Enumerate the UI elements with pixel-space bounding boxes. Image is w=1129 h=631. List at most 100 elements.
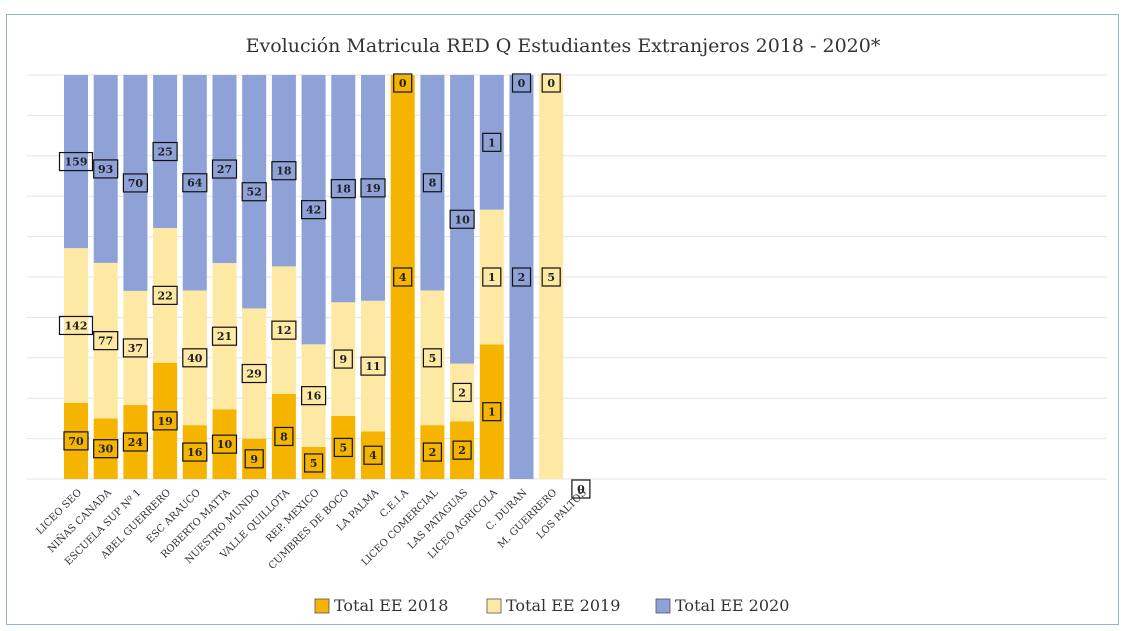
- legend-swatch: [655, 598, 671, 614]
- value-label-text: 77: [98, 335, 113, 348]
- value-label-text: 19: [365, 182, 380, 195]
- value-label-box: [452, 382, 472, 403]
- value-label-box: [152, 411, 178, 431]
- value-label-box: [541, 267, 561, 287]
- chart-frame: Evolución Matricula RED Q Estudiantes Ex…: [6, 14, 1119, 625]
- value-label-box: [211, 159, 238, 179]
- value-label-text: 27: [217, 163, 232, 176]
- value-label: 19: [360, 178, 386, 198]
- value-label-text: 42: [306, 204, 321, 217]
- bar-liceo-agricola-3: [479, 75, 504, 210]
- legend-label: Total EE 2018: [334, 596, 448, 615]
- value-label: 9: [244, 449, 264, 469]
- legend: Total EE 2018 Total EE 2019 Total EE 2020: [314, 596, 789, 615]
- value-label-text: 0: [577, 483, 585, 496]
- bar-liceo-seo-3: [64, 75, 88, 249]
- value-label-text: 1: [488, 406, 496, 419]
- value-label-text: 52: [247, 186, 262, 199]
- bar-cumbres-de-boco-1: [331, 415, 356, 479]
- bar-abel-guerrero-2: [153, 228, 178, 363]
- bar-las-pataguas-1: [450, 421, 475, 479]
- value-label: 159: [58, 151, 94, 172]
- value-label: 70: [63, 431, 89, 451]
- bar-cumbres-de-boco-3: [331, 75, 356, 303]
- value-label-text: 16: [306, 390, 322, 403]
- value-label: 18: [271, 161, 297, 181]
- value-label-box: [360, 178, 386, 198]
- value-label-box: [333, 437, 353, 458]
- value-label: 0: [393, 73, 413, 93]
- bars: [64, 75, 564, 479]
- value-label: 2: [422, 442, 442, 462]
- value-label: 1: [482, 267, 502, 287]
- bar-roberto-matta-1: [212, 409, 237, 479]
- category-label: REP. MEXICO: [264, 487, 322, 545]
- value-label: 5: [304, 453, 324, 473]
- value-label-box: [182, 442, 208, 462]
- chart-title: Evolución Matricula RED Q Estudiantes Ex…: [246, 35, 881, 57]
- value-label: 16: [182, 442, 208, 462]
- value-label-box: [304, 453, 324, 473]
- value-label: 22: [152, 285, 178, 305]
- value-label-text: 5: [547, 271, 555, 284]
- bar-las-pataguas-2: [450, 363, 475, 422]
- legend-swatch: [486, 598, 502, 614]
- value-label-text: 142: [65, 319, 88, 332]
- value-label: 18: [330, 179, 356, 199]
- value-label: 5: [333, 437, 353, 458]
- value-labels: 7014215930779324377019222516406410212792…: [58, 73, 591, 499]
- bar-abel-guerrero-3: [153, 75, 178, 229]
- value-label-box: [58, 315, 94, 336]
- value-label-text: 8: [429, 177, 437, 190]
- bar-escuela-sup-n-1-2: [123, 290, 148, 405]
- value-label-text: 29: [247, 368, 262, 381]
- bar-cumbres-de-boco-2: [331, 302, 356, 416]
- value-label-box: [241, 182, 267, 202]
- value-label-box: [301, 386, 327, 406]
- value-label-box: [152, 285, 178, 305]
- legend-swatch: [314, 598, 330, 614]
- bar-la-palma-2: [361, 300, 385, 432]
- value-label-box: [271, 161, 297, 181]
- value-label-text: 4: [369, 449, 377, 462]
- value-label-box: [333, 349, 353, 369]
- value-label: 2: [452, 440, 472, 460]
- bar-esc-arauco-2: [182, 290, 207, 426]
- bar-valle-quillota-2: [271, 266, 296, 394]
- value-label-box: [244, 449, 264, 469]
- value-label-text: 18: [276, 165, 292, 178]
- value-label-box: [93, 331, 119, 351]
- value-label-text: 2: [458, 386, 466, 399]
- value-label-box: [571, 479, 591, 499]
- value-label-box: [58, 151, 94, 172]
- value-label-box: [271, 320, 297, 340]
- value-label-box: [122, 432, 149, 452]
- value-label: 21: [211, 326, 238, 346]
- bar-esc-arauco-3: [182, 75, 207, 291]
- value-label-text: 30: [98, 443, 114, 456]
- bar-valle-quillota-1: [271, 393, 296, 479]
- value-label-box: [393, 267, 413, 287]
- value-label-box: [482, 132, 502, 152]
- value-label-box: [452, 440, 472, 460]
- value-label-text: 70: [128, 177, 144, 190]
- value-label: 0: [541, 73, 561, 93]
- value-label-text: 24: [128, 436, 144, 449]
- value-label-box: [482, 267, 502, 287]
- bar-liceo-seo-2: [64, 248, 88, 403]
- bar-nuestro-mundo-1: [242, 438, 267, 479]
- value-label-text: 16: [187, 446, 203, 459]
- value-label-box: [360, 356, 386, 376]
- value-label-text: 40: [187, 352, 203, 365]
- value-label: 10: [449, 209, 475, 229]
- value-label-text: 9: [250, 453, 258, 466]
- value-label-box: [422, 442, 442, 462]
- bar-c-duran-3: [509, 75, 534, 479]
- value-label-box: [211, 326, 238, 346]
- value-label-text: 11: [365, 360, 380, 373]
- value-label: 4: [363, 445, 383, 465]
- legend-label: Total EE 2020: [675, 596, 789, 615]
- value-label-box: [152, 141, 178, 162]
- value-label-text: 37: [128, 342, 143, 355]
